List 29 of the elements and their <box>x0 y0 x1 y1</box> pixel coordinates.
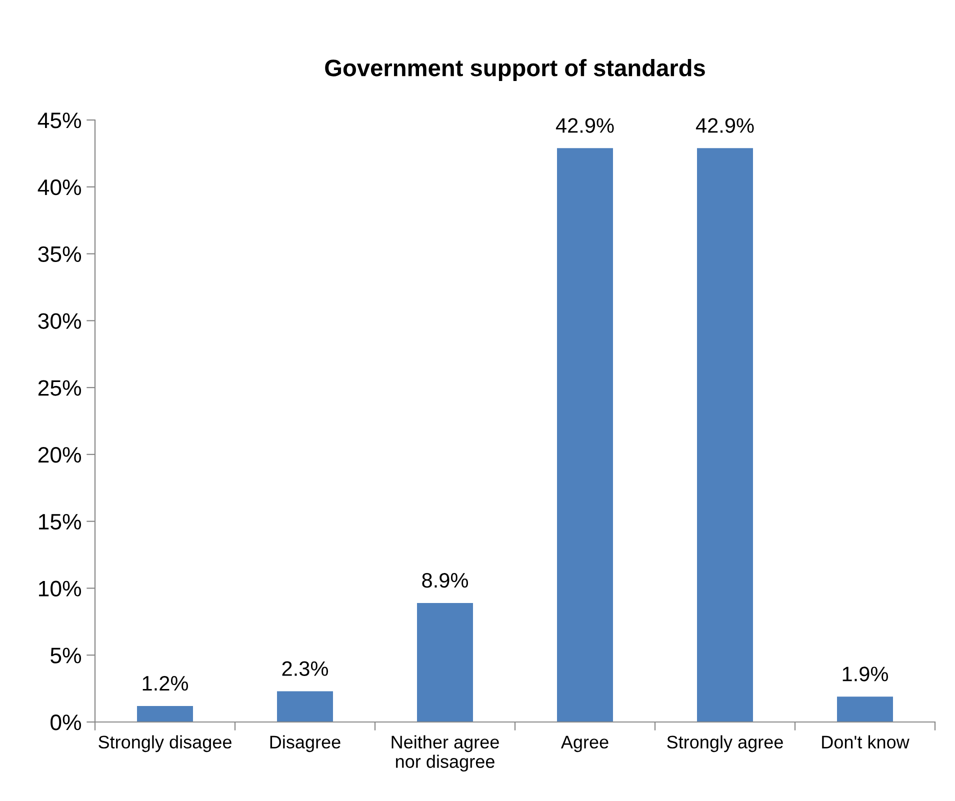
chart-title: Government support of standards <box>325 58 705 82</box>
x-tick-label: Strongly agree <box>667 735 783 752</box>
bar <box>417 602 473 722</box>
y-tick-label: 45% <box>38 112 82 128</box>
x-tick-label: Agree <box>560 736 608 752</box>
bar <box>557 148 613 722</box>
data-label: 8.9% <box>422 572 468 588</box>
data-label: 2.3% <box>282 661 328 676</box>
x-tick-label: Strongly disagee <box>98 735 232 752</box>
y-tick-label: 5% <box>50 648 82 664</box>
data-label: 1.2% <box>142 676 188 691</box>
y-tick-label: 25% <box>38 380 82 396</box>
x-tick-label: Don't know <box>822 735 910 749</box>
y-tick-label: 30% <box>38 313 82 329</box>
y-tick-label: 40% <box>38 179 82 196</box>
y-tick-label: 0% <box>50 714 82 730</box>
data-label: 42.9% <box>556 118 614 133</box>
y-tick-label: 20% <box>38 446 82 463</box>
x-tick-label: Neither agree nor disagree <box>392 735 499 772</box>
x-tick-label: Disagree <box>270 735 340 752</box>
data-label: 1.9% <box>842 666 888 682</box>
bar <box>837 696 893 722</box>
bar <box>277 691 333 722</box>
y-tick-label: 10% <box>39 580 82 596</box>
y-tick-label: 15% <box>39 514 82 530</box>
bar <box>697 148 753 722</box>
bar <box>137 706 193 722</box>
y-tick-label: 35% <box>38 246 82 262</box>
data-label: 42.9% <box>696 118 754 133</box>
